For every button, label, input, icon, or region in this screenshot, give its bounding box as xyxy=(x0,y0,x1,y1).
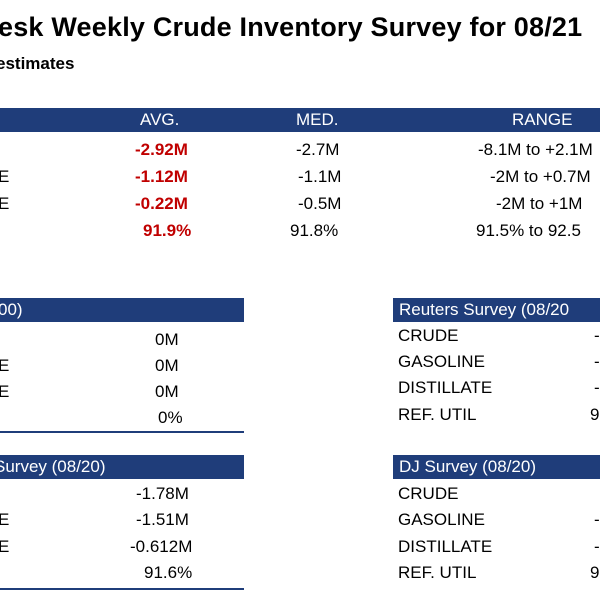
row-label: GASOLINE xyxy=(398,352,485,371)
avg-column-header: AVG. xyxy=(140,110,180,129)
page-title: esk Weekly Crude Inventory Survey for 08… xyxy=(0,12,583,42)
row-value: - xyxy=(594,326,600,345)
dj-survey-header: DJ Survey (08/20) xyxy=(393,455,600,479)
row-value: -0.612M xyxy=(130,537,193,556)
row-label: DISTILLATE xyxy=(398,537,493,556)
row-value: 9 xyxy=(590,563,600,582)
row-value: - xyxy=(594,537,600,556)
med-value: -1.1M xyxy=(298,167,342,186)
row-label: DISTILLATE xyxy=(398,378,493,397)
row-value: 9 xyxy=(590,405,600,424)
avg-value: 91.9% xyxy=(143,221,192,240)
med-column-header: MED. xyxy=(296,110,339,129)
page-subtitle: estimates xyxy=(0,54,75,73)
row-label: REF. UTIL xyxy=(398,563,477,582)
range-column-header: RANGE xyxy=(512,110,573,129)
med-value: -0.5M xyxy=(298,194,342,213)
left-top-survey-title: 00) xyxy=(0,300,23,319)
row-value: 0M xyxy=(155,330,179,349)
med-value: -2.7M xyxy=(296,140,340,159)
row-value: 91.6% xyxy=(144,563,193,582)
left-bottom-survey-title: Survey (08/20) xyxy=(0,457,106,476)
row-value: -1.51M xyxy=(136,510,189,529)
range-value: -2M to +0.7M xyxy=(490,167,591,186)
row-label: E xyxy=(0,510,10,529)
left-bottom-survey-header: Survey (08/20) xyxy=(0,455,244,479)
row-value: 0% xyxy=(158,408,183,427)
reuters-survey-title: Reuters Survey (08/20 xyxy=(399,300,570,319)
row-value: -1.78M xyxy=(136,484,189,503)
row-label: E xyxy=(0,194,10,213)
row-label: GASOLINE xyxy=(398,510,485,529)
row-value: - xyxy=(594,378,600,397)
avg-value: -1.12M xyxy=(135,167,188,186)
row-value: 0M xyxy=(155,382,179,401)
row-label: CRUDE xyxy=(398,326,459,345)
med-value: 91.8% xyxy=(290,221,339,240)
row-label: CRUDE xyxy=(398,484,459,503)
row-label: E xyxy=(0,382,10,401)
avg-value: -0.22M xyxy=(135,194,188,213)
row-value: - xyxy=(594,510,600,529)
row-label: E xyxy=(0,537,10,556)
row-label: REF. UTIL xyxy=(398,405,477,424)
row-value: 0M xyxy=(155,356,179,375)
left-bottom-divider xyxy=(0,588,244,590)
range-value: 91.5% to 92.5 xyxy=(476,221,581,240)
avg-value: -2.92M xyxy=(135,140,188,159)
row-value: - xyxy=(594,352,600,371)
row-label: E xyxy=(0,356,10,375)
reuters-survey-header: Reuters Survey (08/20 xyxy=(393,298,600,322)
left-top-survey-header: 00) xyxy=(0,298,244,322)
range-value: -2M to +1M xyxy=(496,194,583,213)
main-table-header: AVG. MED. RANGE xyxy=(0,108,600,132)
row-label: E xyxy=(0,167,10,186)
range-value: -8.1M to +2.1M xyxy=(478,140,593,159)
left-top-divider xyxy=(0,431,244,433)
dj-survey-title: DJ Survey (08/20) xyxy=(399,457,536,476)
